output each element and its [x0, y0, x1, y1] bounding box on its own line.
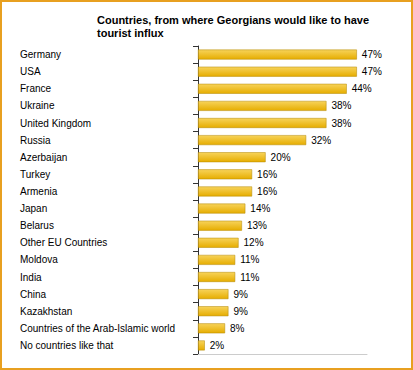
svg-text:No countries like that: No countries like that [20, 340, 114, 351]
svg-text:Other EU Countries: Other EU Countries [20, 237, 107, 248]
svg-text:Moldova: Moldova [20, 254, 58, 265]
svg-text:USA: USA [20, 66, 41, 77]
svg-text:Kazakhstan: Kazakhstan [20, 306, 72, 317]
svg-text:20%: 20% [271, 152, 291, 163]
svg-text:Countries of the Arab-Islamic: Countries of the Arab-Islamic world [20, 323, 175, 334]
svg-text:16%: 16% [257, 169, 277, 180]
svg-text:47%: 47% [362, 49, 382, 60]
svg-text:United Kingdom: United Kingdom [20, 118, 91, 129]
svg-text:47%: 47% [362, 66, 382, 77]
svg-text:Belarus: Belarus [20, 220, 54, 231]
svg-text:Countries, from where Georgian: Countries, from where Georgians would li… [97, 14, 369, 26]
svg-text:11%: 11% [240, 254, 259, 265]
svg-text:Russia: Russia [20, 135, 51, 146]
svg-text:38%: 38% [331, 100, 351, 111]
svg-text:Ukraine: Ukraine [20, 100, 55, 111]
svg-text:tourist influx: tourist influx [97, 27, 164, 39]
svg-text:38%: 38% [331, 118, 351, 129]
svg-text:India: India [20, 272, 42, 283]
svg-text:9%: 9% [233, 289, 248, 300]
svg-text:Azerbaijan: Azerbaijan [20, 152, 67, 163]
svg-text:9%: 9% [233, 306, 248, 317]
svg-text:12%: 12% [244, 237, 264, 248]
svg-text:China: China [20, 289, 47, 300]
svg-text:2%: 2% [210, 340, 225, 351]
svg-text:8%: 8% [230, 323, 245, 334]
svg-text:Turkey: Turkey [20, 169, 50, 180]
svg-text:13%: 13% [247, 220, 267, 231]
svg-text:16%: 16% [257, 186, 277, 197]
svg-text:Japan: Japan [20, 203, 47, 214]
svg-text:32%: 32% [311, 135, 331, 146]
svg-text:14%: 14% [250, 203, 270, 214]
svg-text:Armenia: Armenia [20, 186, 58, 197]
svg-text:11%: 11% [240, 272, 259, 283]
svg-text:44%: 44% [352, 83, 372, 94]
svg-text:France: France [20, 83, 52, 94]
svg-text:Germany: Germany [20, 49, 61, 60]
